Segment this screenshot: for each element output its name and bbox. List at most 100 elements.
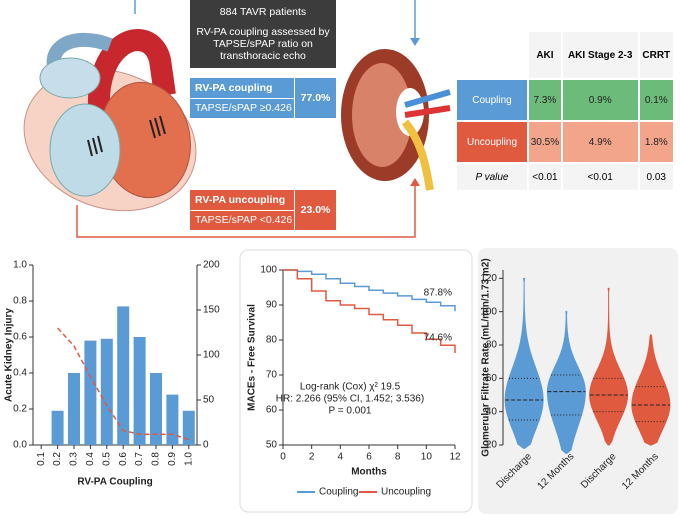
x-tick-label: 0.4 [85, 452, 96, 466]
bar [117, 306, 130, 445]
group-criterion: TAPSE/sPAP ≥0.426 [195, 102, 292, 115]
bar [100, 338, 113, 445]
y-tick-label: 20 [486, 440, 498, 451]
table-cell: <0.01 [562, 164, 638, 190]
y2-tick-label: 200 [203, 260, 220, 271]
group-percent: 77.0% [294, 78, 336, 118]
annotation: Log-rank (Cox) χ² 19.5 [300, 382, 401, 393]
table-cell: 30.5% [529, 122, 561, 162]
line [57, 327, 190, 441]
x-axis-label: RV-PA Coupling [77, 477, 152, 488]
annotation: 87.8% [424, 288, 452, 299]
y-tick-label: 100 [260, 265, 277, 276]
y-tick-label: 100 [480, 306, 497, 317]
y-tick-label: 80 [486, 340, 498, 351]
x-tick-label: 2 [309, 452, 315, 463]
connectors [76, 0, 420, 238]
bar [133, 337, 146, 445]
bar [182, 410, 195, 445]
table-cell: 7.3% [529, 80, 561, 120]
table-cell: 4.9% [562, 122, 638, 162]
y-tick-label: 50 [266, 440, 278, 451]
table-cell: <0.01 [529, 164, 561, 190]
y-tick-label: 60 [486, 373, 498, 384]
bar [51, 410, 64, 445]
y-tick-label: 1.0 [13, 260, 27, 271]
x-tick-label: 0.6 [118, 452, 129, 466]
group-box: RV-PA coupling TAPSE/sPAP ≥0.426 77.0% [190, 78, 336, 118]
x-tick-label: 10 [421, 452, 433, 463]
bar [68, 373, 80, 445]
survival-curve [283, 269, 456, 312]
row-header: Coupling [457, 80, 527, 120]
y-tick-label: 0.0 [13, 440, 27, 451]
x-tick-label: 0 [280, 452, 286, 463]
y-axis-label: Glomerular Filtrate Rate (mL/min/1.73 m2… [481, 258, 492, 456]
x-tick-label: 6 [366, 452, 372, 463]
x-tick-label: 1.0 [183, 452, 194, 466]
violin [546, 311, 586, 454]
cohort-title: 884 TAVR patients [219, 6, 307, 18]
group-label: RV-PA uncoupling [190, 190, 294, 211]
y-axis-label: MACEs - Free Survival [247, 304, 258, 411]
x-tick-label: 0.3 [69, 452, 80, 466]
y-axis-label: Acute Kidney Injury [4, 308, 15, 402]
y-tick-label: 120 [480, 273, 497, 284]
table-corner [457, 32, 527, 78]
x-tick-label: 4 [338, 452, 344, 463]
y2-tick-label: 150 [203, 305, 220, 316]
y-tick-label: 0.4 [13, 368, 27, 379]
x-tick-label: 0.5 [101, 452, 112, 466]
y-tick-label: 70 [266, 370, 278, 381]
violin [504, 277, 544, 449]
y2-tick-label: 50 [203, 395, 215, 406]
y-tick-label: 0.8 [13, 296, 27, 307]
y2-tick-label: 0 [203, 440, 209, 451]
bar [166, 394, 179, 445]
table-cell: 0.03 [639, 164, 673, 190]
group-percent: 23.0% [294, 190, 336, 230]
table-cell: 0.9% [562, 80, 638, 120]
y-tick-label: 0.6 [13, 332, 27, 343]
x-tick-label: 0.1 [36, 452, 47, 466]
x-tick-label: 0.9 [167, 452, 178, 466]
row-header: Uncoupling [457, 122, 527, 162]
survival-curve [283, 269, 456, 353]
violin [631, 334, 671, 446]
y-tick-label: 60 [266, 405, 278, 416]
annotation: 74.6% [424, 333, 452, 344]
outcome-table: AKI AKI Stage 2-3 CRRT Coupling 7.3% 0.9… [455, 30, 675, 192]
x-tick-label: 12 [449, 452, 461, 463]
panel [239, 249, 473, 513]
legend-label: Uncoupling [381, 487, 431, 498]
column-header: AKI Stage 2-3 [562, 32, 638, 78]
annotation: HR: 2.266 (95% CI, 1.452; 3.536) [276, 394, 424, 405]
y2-tick-label: 100 [203, 350, 220, 361]
cohort-description: RV-PA coupling assessed by TAPSE/sPAP ra… [196, 26, 330, 62]
group-box: RV-PA uncoupling TAPSE/sPAP <0.426 23.0% [190, 190, 336, 230]
column-header: CRRT [639, 32, 673, 78]
x-tick-label: 0.7 [134, 452, 145, 466]
table-cell: 1.8% [639, 122, 673, 162]
x-tick-label: 0.2 [52, 452, 63, 466]
kidney-illustration [341, 49, 451, 191]
bar [84, 340, 97, 445]
bar [150, 373, 162, 445]
x-axis-label: Months [351, 467, 387, 478]
x-tick-label: 8 [395, 452, 401, 463]
legend-label: Coupling [319, 487, 358, 498]
group-label: RV-PA coupling [190, 78, 294, 99]
annotation: P = 0.001 [329, 406, 372, 417]
row-header: P value [457, 164, 527, 190]
group-criterion: TAPSE/sPAP <0.426 [195, 214, 293, 227]
y-tick-label: 90 [266, 300, 278, 311]
y-tick-label: 80 [266, 335, 278, 346]
table-cell: 0.1% [639, 80, 673, 120]
cohort-box: 884 TAVR patients RV-PA coupling assesse… [190, 0, 336, 68]
x-tick-label: 0.8 [151, 452, 162, 466]
column-header: AKI [529, 32, 561, 78]
y-tick-label: 0.2 [13, 404, 27, 415]
heart-illustration [23, 29, 197, 212]
